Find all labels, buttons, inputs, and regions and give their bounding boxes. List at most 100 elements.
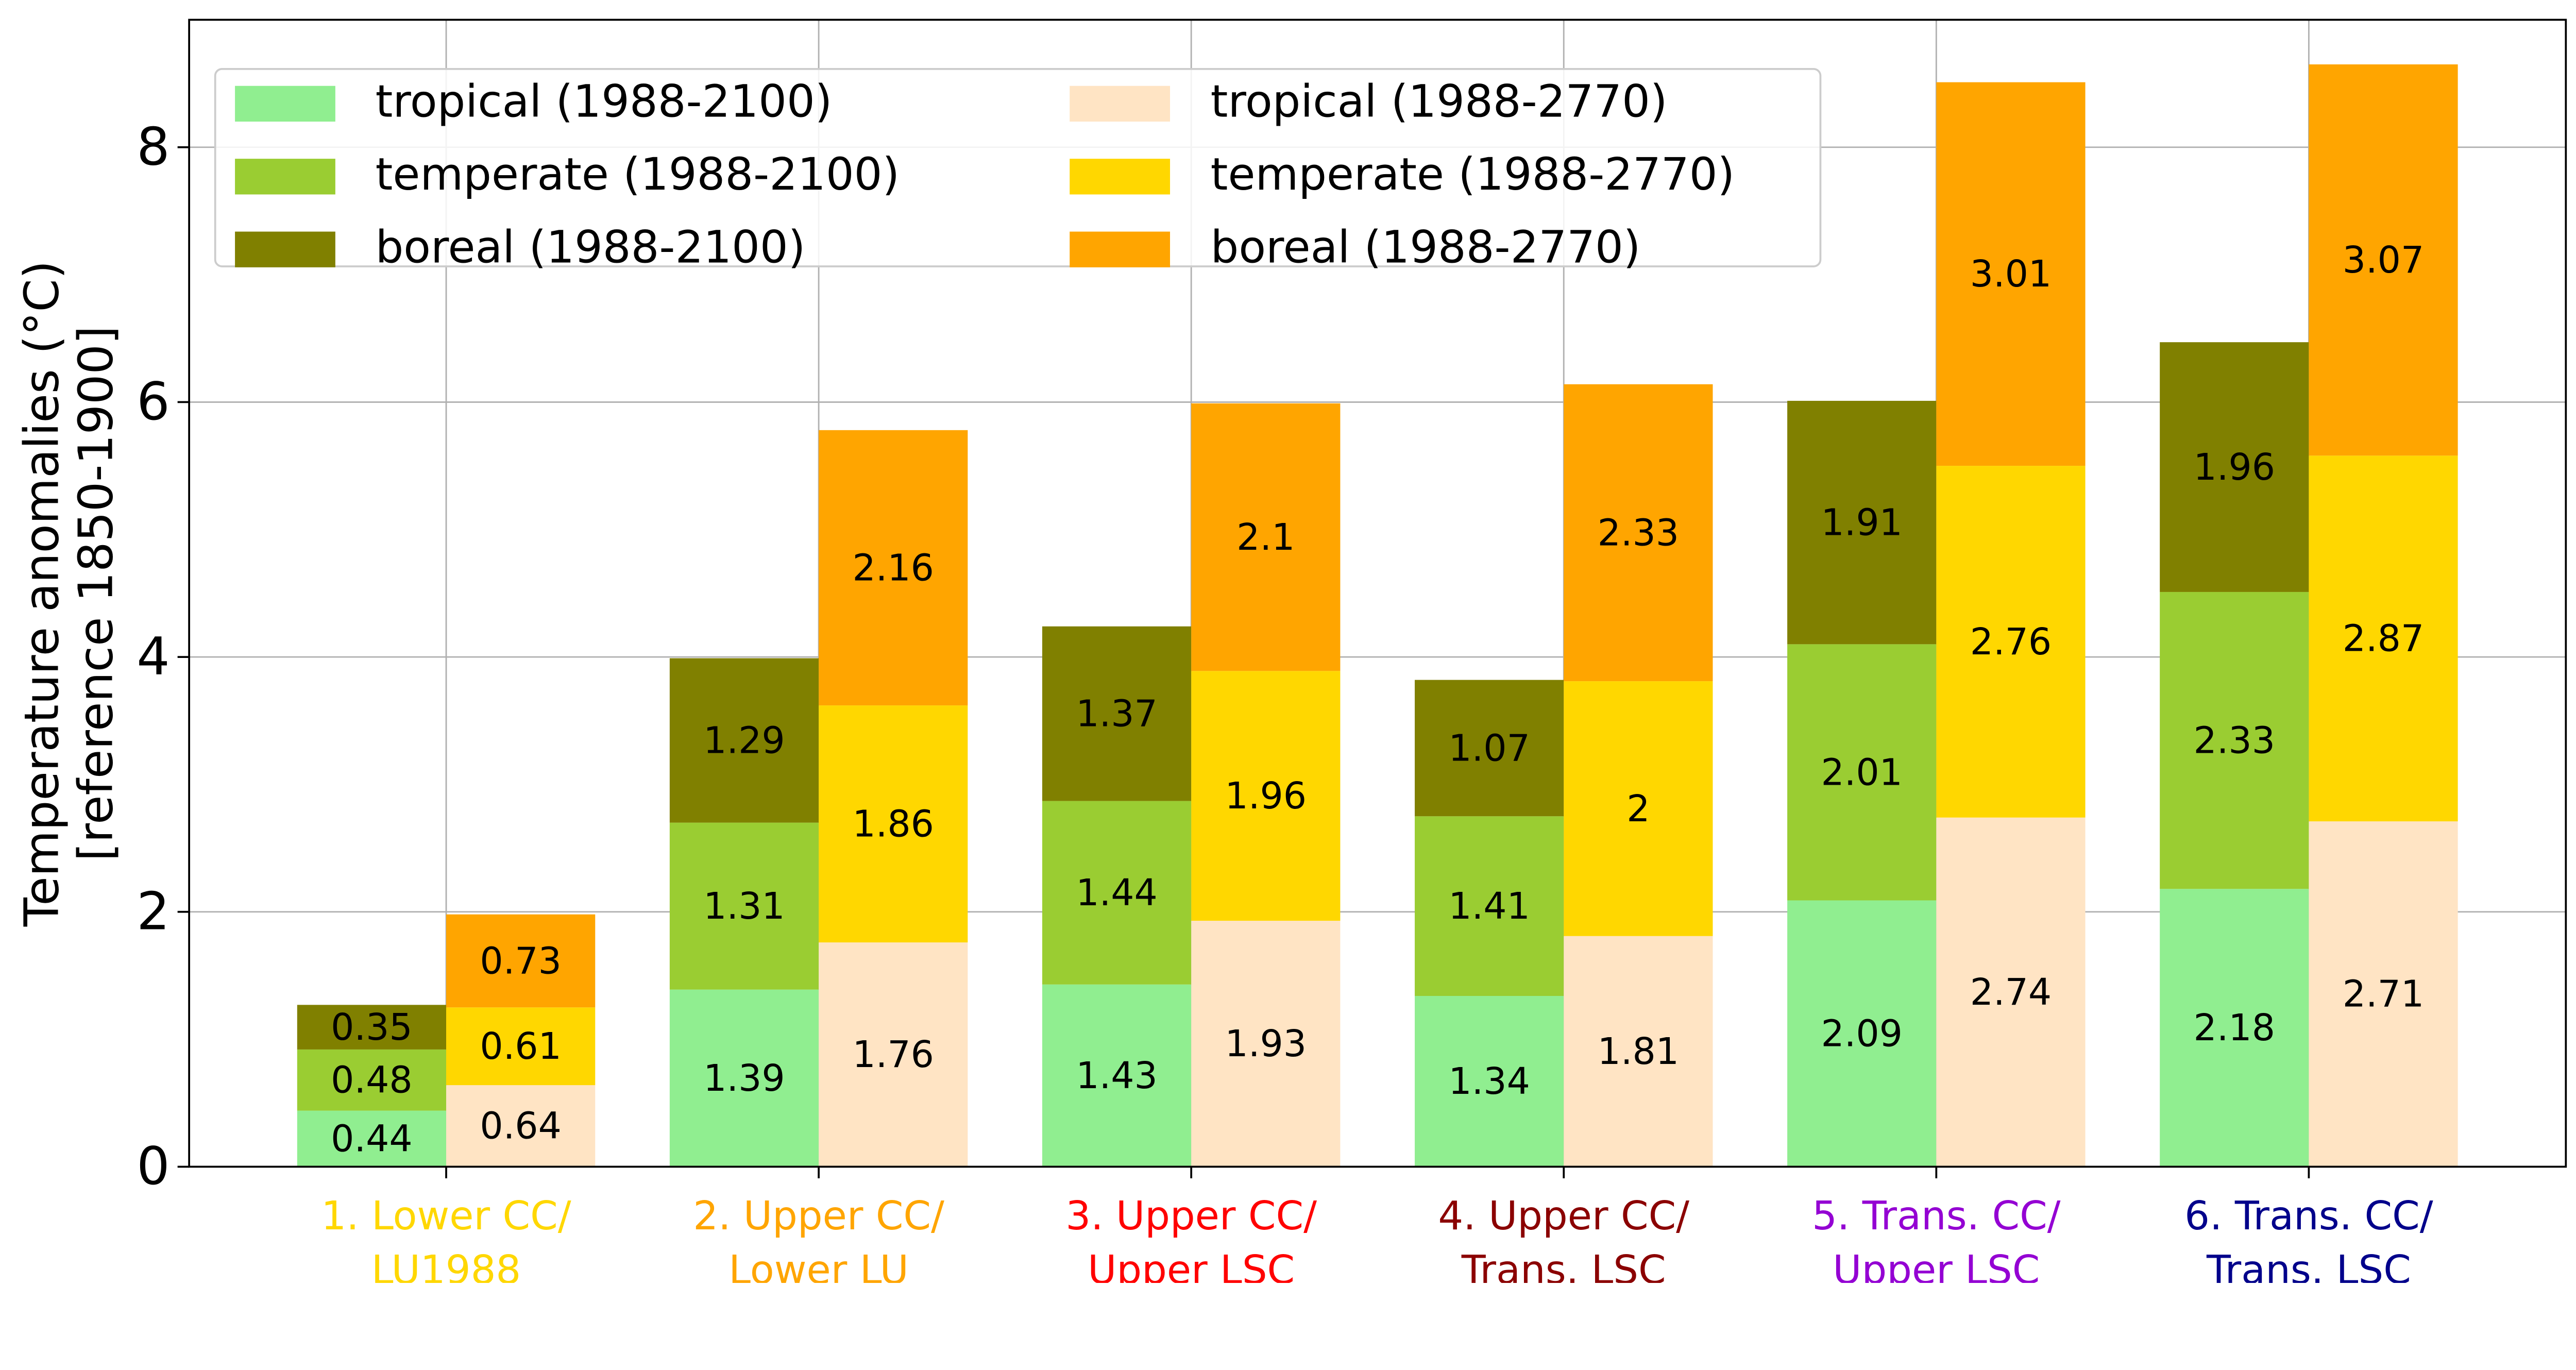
value-label: 1.43 <box>1076 1054 1157 1097</box>
value-label: 1.76 <box>852 1033 934 1076</box>
bar-segment <box>1564 384 1713 682</box>
x-tick-label: 3. Upper CC/ <box>1065 1193 1317 1239</box>
value-label: 2.1 <box>1236 516 1295 559</box>
value-label: 0.48 <box>331 1059 412 1102</box>
value-label: 2.71 <box>2343 973 2424 1016</box>
x-tick-label: 5. Trans. CC/ <box>1812 1193 2061 1239</box>
bar-segment <box>1787 644 1937 901</box>
bar-segment <box>2309 455 2458 822</box>
bar-segment <box>1936 82 2086 466</box>
value-label: 0.73 <box>480 939 561 982</box>
bar-segment <box>819 705 968 943</box>
value-label: 1.96 <box>1225 774 1307 817</box>
value-label: 2 <box>1626 787 1650 830</box>
bar-segment <box>1191 671 1341 921</box>
value-label: 1.81 <box>1598 1030 1679 1073</box>
bar-segment <box>1042 801 1192 985</box>
bar-segment <box>819 942 968 1167</box>
value-label: 2.01 <box>1821 751 1902 793</box>
bar-segment <box>297 1005 447 1050</box>
x-tick-label: 6. Trans. CC/ <box>2184 1193 2433 1239</box>
bar-segment <box>297 1049 447 1111</box>
value-label: 2.87 <box>2343 617 2424 660</box>
value-label: 1.37 <box>1076 692 1157 735</box>
bar-segment <box>1564 936 1713 1167</box>
bar-segment <box>1936 466 2086 818</box>
value-label: 2.76 <box>1970 620 2052 663</box>
bar-segment <box>819 430 968 706</box>
value-labels: 0.44 0.48 0.35 1.39 1.31 1.29 1.43 1.44 1.37 1.34… <box>331 239 2424 1160</box>
legend-swatch <box>1070 231 1171 267</box>
x-tick-label: Upper LSC <box>1833 1247 2040 1283</box>
y-axis-label: Temperature anomalies (°C) [reference 18… <box>14 261 123 927</box>
value-label: 1.31 <box>703 885 785 927</box>
x-tick-label: Trans. LSC <box>2206 1247 2411 1283</box>
value-label: 1.44 <box>1076 871 1157 914</box>
bar-segment <box>1415 816 1564 996</box>
bar-segment <box>1191 921 1341 1167</box>
bar-segment <box>2309 821 2458 1167</box>
legend-entry: boreal (1988-2770) <box>1211 222 1641 273</box>
bar-segment <box>297 1110 447 1167</box>
y-tick-label: 2 <box>137 881 170 941</box>
legend-swatch <box>1070 159 1171 195</box>
y-axis-label-line-1: Temperature anomalies (°C) <box>14 261 69 927</box>
y-tick-label: 4 <box>137 626 170 687</box>
bar-segment <box>2160 591 2309 889</box>
legend-entry: temperate (1988-2770) <box>1211 149 1735 200</box>
legend: tropical (1988-2100) temperate (1988-2100… <box>214 68 1822 273</box>
bar-segment <box>446 914 596 1008</box>
bars <box>297 64 2458 1167</box>
bar-segment <box>1787 400 1937 645</box>
x-tick-label: LU1988 <box>371 1247 521 1283</box>
legend-swatch <box>235 86 335 122</box>
x-tick-label: Trans. LSC <box>1461 1247 1666 1283</box>
legend-entry: tropical (1988-2770) <box>1211 76 1668 128</box>
legend-swatch <box>1070 86 1171 122</box>
x-axis: 1. Lower CC/LU1988 2. Upper CC/Lower LU 3.… <box>321 1166 2433 1283</box>
value-label: 2.74 <box>1970 971 2052 1013</box>
y-tick-label: 8 <box>137 116 170 177</box>
legend-swatch <box>235 159 335 195</box>
bar-segment <box>669 658 819 823</box>
value-label: 1.96 <box>2194 446 2275 488</box>
value-label: 1.41 <box>1448 885 1530 927</box>
bar-segment <box>669 989 819 1167</box>
y-tick-label: 6 <box>137 371 170 432</box>
bar-segment <box>1415 680 1564 817</box>
value-label: 3.01 <box>1970 252 2052 295</box>
bar-segment <box>1042 984 1192 1167</box>
value-label: 3.07 <box>2343 239 2424 281</box>
value-label: 1.91 <box>1821 501 1902 544</box>
x-tick-label: Upper LSC <box>1088 1247 1295 1283</box>
x-tick-label: 2. Upper CC/ <box>693 1193 944 1239</box>
plot-frame <box>188 19 2567 1168</box>
value-label: 1.34 <box>1448 1060 1530 1103</box>
legend-entry: temperate (1988-2100) <box>376 149 900 200</box>
value-label: 1.86 <box>852 802 934 845</box>
value-label: 1.07 <box>1448 726 1530 769</box>
value-label: 2.33 <box>1598 511 1679 554</box>
value-label: 2.33 <box>2194 719 2275 762</box>
value-label: 2.16 <box>852 546 934 589</box>
value-label: 0.44 <box>331 1117 412 1160</box>
bar-segment <box>2160 889 2309 1167</box>
bar-segment <box>669 822 819 990</box>
value-label: 1.29 <box>703 719 785 762</box>
bar-segment <box>446 1085 596 1167</box>
legend-entry: tropical (1988-2100) <box>376 76 833 128</box>
y-axis-label-line-2: [reference 1850-1900] <box>68 326 123 861</box>
value-label: 2.18 <box>2194 1006 2275 1049</box>
value-label: 1.39 <box>703 1057 785 1100</box>
value-label: 2.09 <box>1821 1012 1902 1055</box>
value-label: 0.64 <box>480 1105 561 1147</box>
bar-segment <box>1564 681 1713 936</box>
value-label: 1.93 <box>1225 1022 1307 1065</box>
bar-segment <box>1787 900 1937 1167</box>
y-tick-label: 0 <box>137 1136 170 1196</box>
y-axis: 0 2 4 6 8 <box>137 116 190 1196</box>
value-label: 0.61 <box>480 1025 561 1068</box>
x-tick-label: Lower LU <box>728 1247 909 1283</box>
bar-segment <box>1042 626 1192 801</box>
bar-segment <box>1415 996 1564 1167</box>
